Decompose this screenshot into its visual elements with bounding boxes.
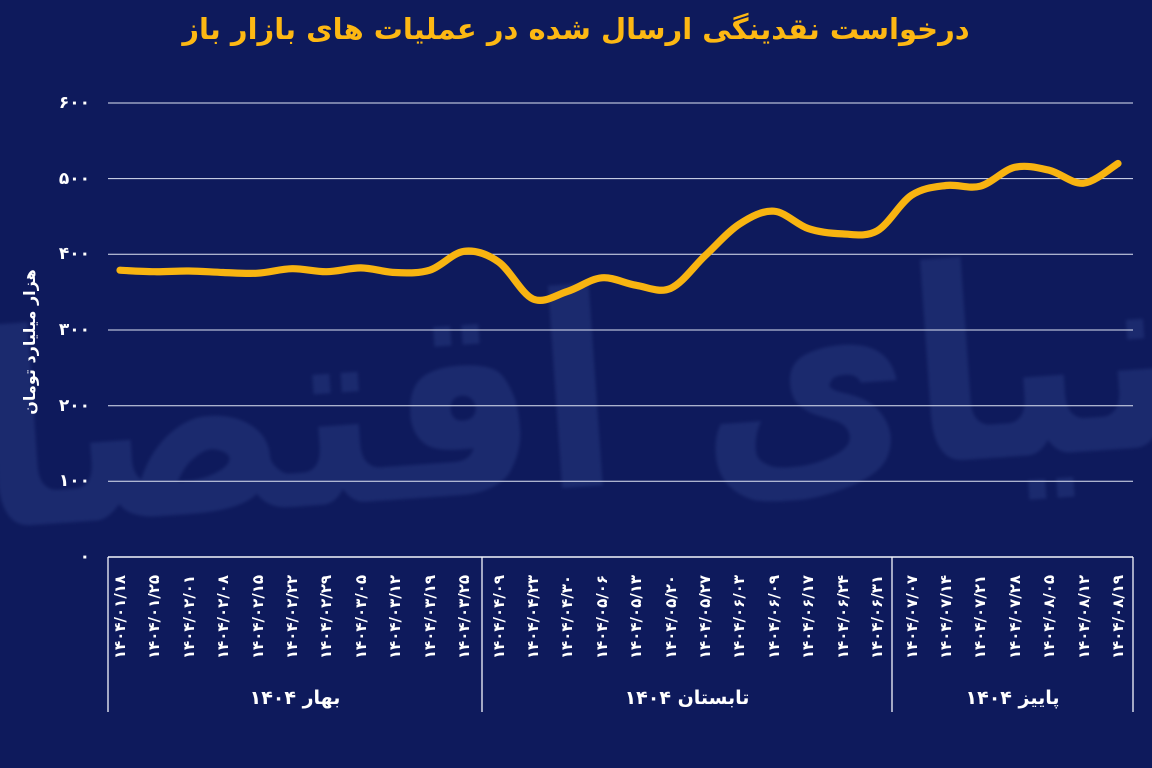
x-tick-label: ۱۴۰۴/۰۲/۲۹ (317, 574, 336, 660)
x-tick-label: ۱۴۰۴/۰۱/۱۸ (111, 574, 129, 660)
x-tick-label: ۱۴۰۴/۰۳/۱۹ (420, 574, 439, 660)
x-tick-label: ۱۴۰۴/۰۶/۱۷ (799, 574, 818, 660)
y-tick-label: ۱۰۰ (58, 471, 90, 492)
x-tick-label: ۱۴۰۴/۰۷/۲۱ (971, 574, 990, 660)
y-tick-label: ۵۰۰ (58, 168, 90, 189)
x-tick-label: ۱۴۰۴/۰۸/۰۵ (1040, 574, 1059, 660)
x-tick-label: ۱۴۰۴/۰۲/۰۱ (179, 574, 198, 660)
x-tick-label: ۱۴۰۴/۰۲/۰۸ (214, 574, 233, 660)
x-tick-label: ۱۴۰۴/۰۶/۰۹ (764, 574, 783, 660)
x-tick-label: ۱۴۰۴/۰۶/۰۳ (730, 574, 749, 660)
x-group-label-autumn: پاییز ۱۴۰۴ (965, 687, 1060, 709)
x-tick-label: ۱۴۰۴/۰۴/۳۰ (558, 574, 577, 660)
x-tick-label: ۱۴۰۴/۰۴/۲۳ (523, 574, 542, 660)
x-tick-label: ۱۴۰۴/۰۶/۳۱ (868, 574, 887, 660)
y-tick-label: ۶۰۰ (58, 92, 90, 113)
x-tick-label: ۱۴۰۴/۰۵/۱۳ (627, 574, 646, 660)
series-line (116, 159, 1122, 304)
x-tick-label: ۱۴۰۴/۰۷/۲۸ (1005, 574, 1024, 660)
x-tick-label: ۱۴۰۴/۰۳/۰۵ (351, 574, 370, 660)
x-tick-label: ۱۴۰۴/۰۳/۱۲ (386, 574, 405, 660)
x-tick-label: ۱۴۰۴/۰۷/۰۷ (902, 574, 921, 660)
x-tick-label: ۱۴۰۴/۰۲/۲۲ (283, 574, 302, 660)
x-tick-label: ۱۴۰۴/۰۴/۰۹ (489, 574, 508, 660)
x-tick-label: ۱۴۰۴/۰۵/۲۷ (696, 574, 715, 660)
x-tick-label: ۱۴۰۴/۰۱/۲۵ (145, 574, 164, 660)
x-tick-label: ۱۴۰۴/۰۷/۱۴ (936, 574, 955, 660)
x-group-label-spring: بهار ۱۴۰۴ (249, 687, 341, 709)
x-tick-label: ۱۴۰۴/۰۶/۲۴ (833, 574, 852, 660)
x-tick-label: ۱۴۰۴/۰۸/۱۲ (1074, 574, 1093, 660)
x-tick-label: ۱۴۰۴/۰۲/۱۵ (248, 574, 267, 660)
y-tick-label: ۰ (79, 547, 90, 567)
chart-title: درخواست نقدینگی ارسال شده در عملیات های … (182, 12, 970, 46)
y-tick-label: ۴۰۰ (58, 244, 90, 265)
x-group-label-summer: تابستان ۱۴۰۴ (624, 687, 750, 709)
x-tick-label: ۱۴۰۴/۰۵/۰۶ (592, 574, 611, 660)
y-tick-label: ۲۰۰ (58, 395, 90, 416)
x-tick-label: ۱۴۰۴/۰۳/۲۵ (455, 574, 474, 660)
x-tick-label: ۱۴۰۴/۰۵/۲۰ (661, 574, 680, 660)
y-tick-label: ۳۰۰ (58, 319, 90, 340)
x-tick-label: ۱۴۰۴/۰۸/۱۹ (1109, 574, 1127, 660)
